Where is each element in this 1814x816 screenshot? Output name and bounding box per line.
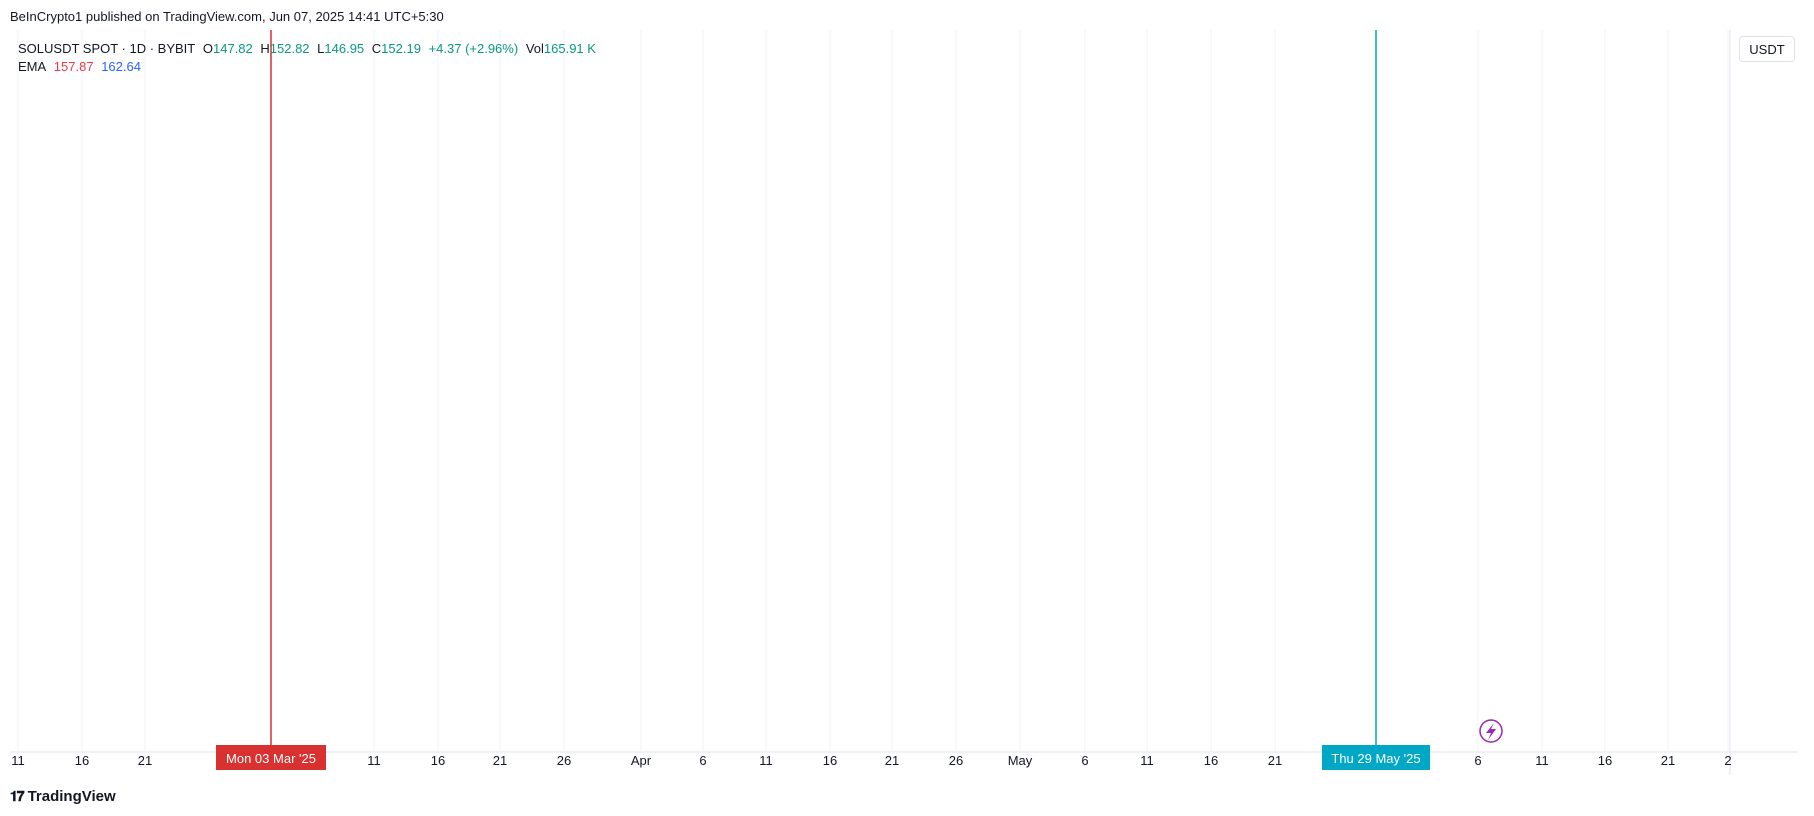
tradingview-brand[interactable]: 𝟏𝟕 TradingView [10,788,116,805]
x-tick-label: May [1008,753,1033,768]
x-tick-label: 11 [1140,753,1154,768]
grid [10,30,1798,775]
published-info: BeInCrypto1 published on TradingView.com… [10,9,444,24]
x-tick-label: 11 [1535,753,1549,768]
ohlc-row: SOLUSDT SPOT · 1D · BYBIT O147.82 H152.8… [18,40,600,58]
ema-row[interactable]: EMA 157.87 162.64 [18,58,600,76]
close-value: 152.19 [381,41,421,56]
x-tick-label: 6 [699,753,706,768]
x-tick-label: 11 [11,753,25,768]
lightning-icon[interactable] [1479,719,1503,743]
open-label: O [202,41,213,56]
crosshair-date-label: Mon 03 Mar '25 [226,751,316,766]
x-tick-label: 11 [367,753,381,768]
overlays [270,30,1503,752]
tradingview-logo-icon: 𝟏𝟕 [10,788,25,804]
ema-slow-value: 162.64 [101,59,141,74]
volume-label: Vol [525,41,544,56]
x-tick-label: 21 [885,753,899,768]
volume-value: 165.91 K [543,41,596,56]
x-tick-label: 16 [1598,753,1612,768]
x-tick-label: 26 [949,753,963,768]
x-tick-label: 16 [431,753,445,768]
x-tick-label: 6 [1474,753,1481,768]
change-value: +4.37 (+2.96%) [428,41,519,56]
x-tick-label: 21 [138,753,152,768]
crosshair-date-label: Thu 29 May '25 [1331,751,1420,766]
low-value: 146.95 [324,41,365,56]
x-tick-label: 2 [1724,753,1731,768]
open-value: 147.82 [212,41,253,56]
currency-unit-button[interactable]: USDT [1739,36,1795,62]
brand-label: TradingView [27,788,116,805]
x-tick-label: 11 [759,753,773,768]
high-label: H [260,41,270,56]
close-label: C [371,41,382,56]
x-tick-label: 21 [1661,753,1675,768]
low-label: L [317,41,325,56]
x-tick-label: Apr [631,753,652,768]
x-tick-label: 6 [1081,753,1088,768]
symbol-label[interactable]: SOLUSDT SPOT · 1D · BYBIT [18,41,196,56]
x-tick-label: 16 [1204,753,1218,768]
crosshair-date-badge [216,745,326,770]
chart-legend: SOLUSDT SPOT · 1D · BYBIT O147.82 H152.8… [18,40,600,76]
ema-fast-value: 157.87 [53,59,94,74]
ema-label: EMA [18,59,47,74]
x-tick-label: 16 [75,753,89,768]
lightning-icon-bolt [1486,723,1496,740]
time-axis[interactable]: 11 16 21 11 16 21 26 Apr 6 11 16 21 26 May 6 11 16 21 6 11 1… [11,745,1732,770]
x-tick-label: 26 [557,753,571,768]
high-value: 152.82 [269,41,310,56]
x-tick-label: 21 [1268,753,1282,768]
x-tick-label: 21 [493,753,507,768]
x-tick-label: 16 [823,753,837,768]
crosshair-date-badge [1322,745,1430,770]
